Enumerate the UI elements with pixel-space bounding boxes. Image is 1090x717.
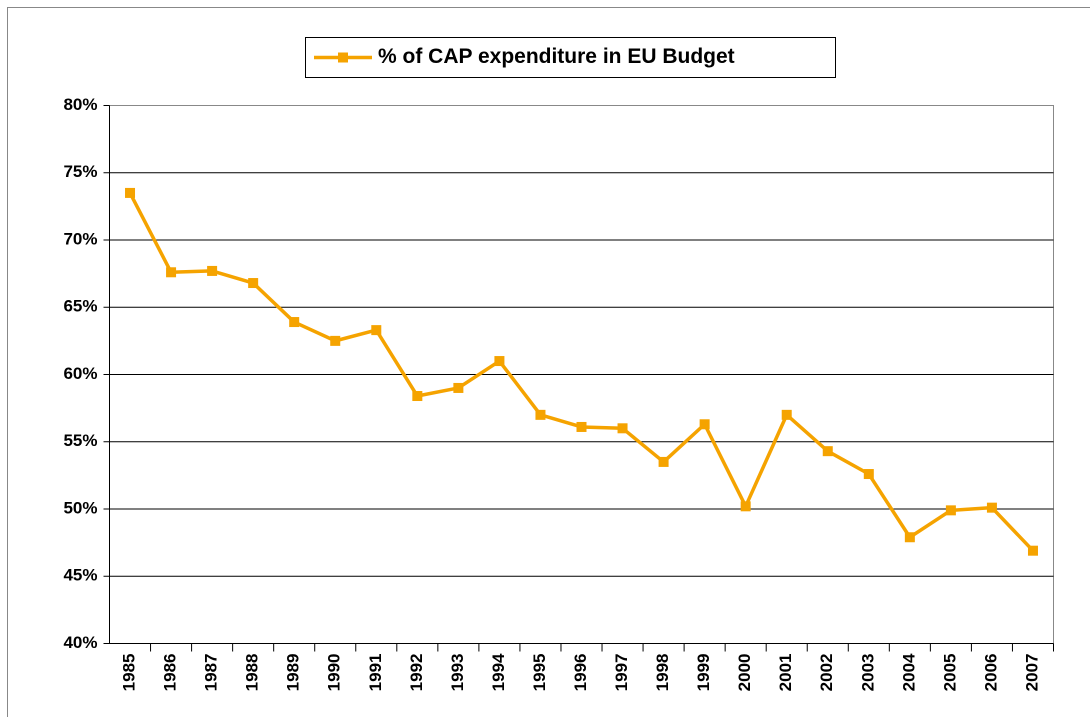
x-tick-label: 2003 [858,654,877,692]
x-tick-label: 1985 [120,654,139,692]
point-marker [535,409,546,420]
x-tick-label: 1992 [407,654,426,692]
point-marker [453,382,464,393]
x-tick-label: 1999 [694,654,713,692]
x-tick-label: 2001 [776,654,795,692]
point-marker [412,391,423,402]
legend-label: % of CAP expenditure in EU Budget [378,45,735,68]
legend-marker [338,52,348,63]
point-marker [740,501,751,512]
x-tick-label: 2005 [940,654,959,692]
point-marker [207,265,218,276]
x-tick-label: 2002 [817,654,836,692]
point-marker [822,446,833,457]
y-tick-label: 80% [63,95,97,114]
x-tick-label: 2004 [899,653,918,691]
point-marker [166,267,177,278]
point-marker [781,409,792,420]
x-tick-label: 1989 [284,654,303,692]
x-tick-label: 1995 [530,654,549,692]
y-tick-label: 55% [63,431,97,450]
point-marker [1027,545,1038,556]
x-tick-label: 1998 [653,654,672,692]
y-tick-label: 40% [63,633,97,652]
y-tick-label: 70% [63,229,97,248]
point-marker [617,423,628,434]
point-marker [699,419,710,430]
point-marker [986,502,997,513]
point-marker [248,278,259,289]
point-marker [904,532,915,543]
x-tick-label: 1993 [448,654,467,692]
x-tick-label: 1996 [571,654,590,692]
y-tick-label: 50% [63,498,97,517]
point-marker [658,456,669,467]
point-marker [863,469,874,480]
x-tick-label: 1991 [366,654,385,692]
legend-box [305,37,836,78]
x-tick-label: 2006 [981,654,1000,692]
x-tick-label: 1990 [325,654,344,692]
point-marker [494,356,505,367]
point-marker [371,325,382,336]
x-tick-label: 1988 [243,654,262,692]
y-tick-label: 75% [63,162,97,181]
x-tick-label: 2007 [1022,654,1041,692]
point-marker [945,505,956,516]
point-marker [289,317,300,328]
y-tick-label: 60% [63,364,97,383]
y-tick-label: 45% [63,566,97,585]
y-tick-label: 65% [63,297,97,316]
point-marker [330,335,341,346]
point-marker [125,187,136,198]
x-tick-label: 1994 [489,653,508,691]
x-tick-label: 1987 [202,654,221,692]
x-tick-label: 1997 [612,654,631,692]
x-tick-label: 2000 [735,654,754,692]
point-marker [576,421,587,432]
x-tick-label: 1986 [161,654,180,692]
